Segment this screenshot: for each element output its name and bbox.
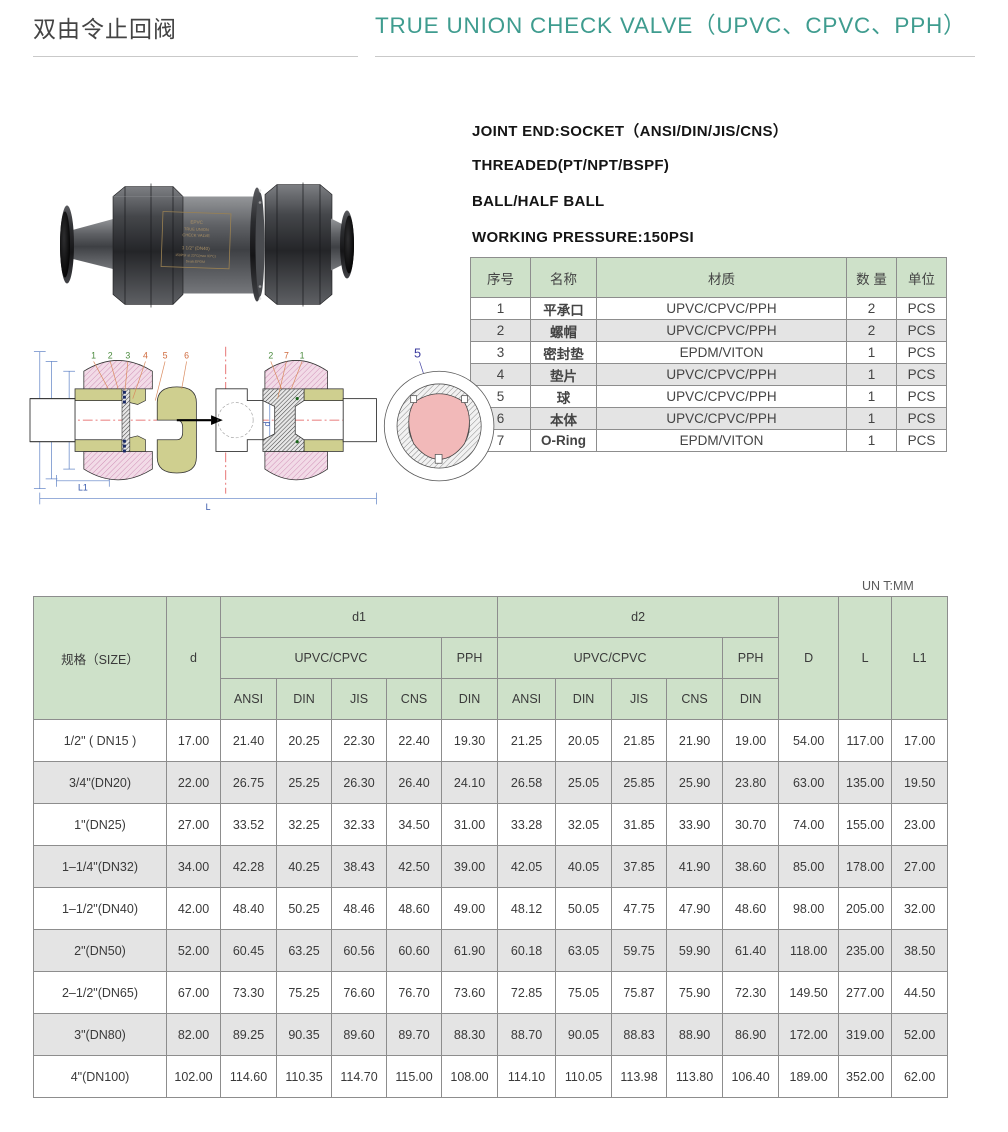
svg-text:3: 3 [125,351,130,361]
svg-text:5: 5 [163,351,168,361]
svg-text:L1: L1 [78,483,88,493]
svg-text:5: 5 [414,346,421,361]
svg-text:1: 1 [300,351,305,361]
svg-text:Seals:EPDM: Seals:EPDM [186,259,206,264]
svg-text:2: 2 [268,351,273,361]
svg-text:CHECK VALVE: CHECK VALVE [182,232,210,238]
svg-text:TRUE UNION: TRUE UNION [184,226,209,232]
svg-text:1 1/2" (DN40): 1 1/2" (DN40) [182,245,211,251]
svg-text:7: 7 [284,351,289,361]
svg-text:6: 6 [184,351,189,361]
svg-text:1: 1 [91,351,96,361]
svg-text:L: L [206,502,211,512]
svg-text:2: 2 [108,351,113,361]
svg-text:EPVC: EPVC [190,219,203,224]
svg-text:4: 4 [143,351,148,361]
